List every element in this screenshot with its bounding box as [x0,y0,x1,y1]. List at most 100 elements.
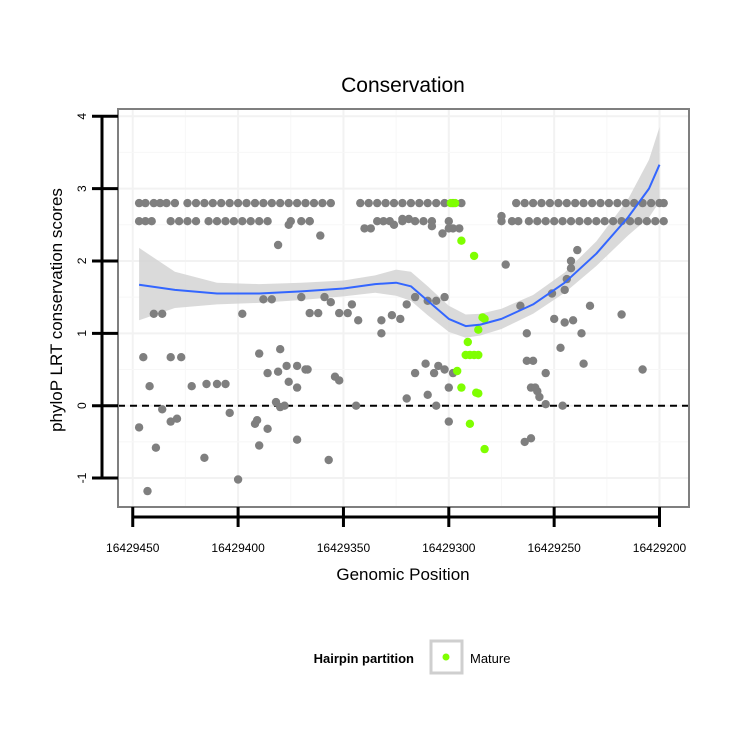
point-background-62 [191,217,201,226]
point-background-213 [585,301,595,310]
point-background-174 [438,229,447,238]
point-background-37 [512,198,521,208]
point-background-50 [621,198,630,208]
point-background-158 [233,475,243,484]
point-background-125 [276,345,285,354]
point-background-88 [566,217,576,226]
point-background-211 [579,359,588,368]
point-background-98 [651,217,660,226]
point-background-30 [406,198,416,208]
point-background-44 [571,198,580,208]
point-background-107 [202,379,211,389]
point-background-84 [533,217,542,226]
point-background-199 [558,401,567,410]
point-background-90 [583,217,593,226]
point-background-202 [550,314,559,324]
point-background-6 [183,198,192,208]
point-background-69 [255,217,264,226]
point-background-82 [514,217,523,226]
point-background-77 [410,217,420,226]
y-axis: -1 0 1 2 3 4 [75,113,118,483]
point-background-86 [550,217,559,226]
point-background-109 [221,379,230,389]
point-background-216 [526,434,536,443]
point-background-96 [634,217,643,226]
point-background-63 [204,217,213,226]
point-background-121 [267,295,276,304]
point-background-170 [398,214,407,224]
x-tick-label-3: 16429300 [422,541,476,555]
point-background-124 [284,220,293,229]
point-background-159 [335,376,344,385]
point-background-72 [297,217,306,226]
y-tick-label-3: 2 [75,257,89,264]
point-background-183 [440,365,449,374]
point-background-144 [335,308,344,318]
point-mature-3 [469,251,479,261]
point-background-70 [263,217,272,226]
point-background-160 [301,365,310,374]
point-background-65 [221,217,230,226]
point-background-47 [596,198,605,208]
point-background-18 [284,198,293,208]
point-background-149 [366,224,375,233]
point-background-179 [410,368,420,378]
point-background-38 [520,198,529,208]
point-mature-16 [465,419,475,428]
point-background-117 [225,408,234,418]
point-background-123 [273,240,283,250]
point-background-114 [151,443,161,452]
point-background-130 [292,383,302,392]
point-background-193 [522,356,531,365]
point-background-74 [373,217,382,226]
point-background-106 [187,382,196,391]
point-background-14 [250,198,260,208]
point-background-2 [149,198,158,208]
y-tick-label-4: 3 [75,185,89,192]
point-background-10 [217,198,226,208]
y-tick-label-0: -1 [75,472,89,483]
point-background-23 [326,198,335,208]
point-background-24 [356,198,365,208]
point-background-66 [229,217,239,226]
point-background-68 [246,217,255,226]
point-background-157 [324,455,333,465]
point-background-172 [419,217,428,226]
point-background-118 [238,309,247,318]
point-background-115 [143,486,152,496]
point-background-148 [360,224,369,233]
point-background-135 [263,424,272,433]
point-mature-15 [474,389,483,398]
x-tick-label-2: 16429350 [317,541,371,555]
point-background-87 [558,217,567,226]
point-background-56 [134,217,144,226]
point-background-26 [373,198,382,208]
point-background-53 [646,198,656,208]
point-background-32 [423,198,432,208]
y-tick-label-1: 0 [75,402,89,409]
smooth-trend-line [138,164,661,328]
point-background-92 [600,217,609,226]
plot-area [117,108,690,508]
point-background-165 [402,300,411,309]
point-background-177 [455,224,464,233]
point-background-146 [347,300,357,309]
point-background-103 [166,353,175,362]
point-background-91 [592,217,601,226]
point-background-208 [573,245,582,255]
point-background-206 [566,256,576,266]
point-background-25 [364,198,373,208]
point-background-104 [177,353,186,362]
legend-key-mature [442,653,450,661]
x-axis-title: Genomic Position [336,565,469,584]
point-background-142 [320,292,329,302]
point-background-201 [547,289,557,298]
point-background-15 [259,198,268,208]
point-mature-12 [453,366,462,376]
point-background-120 [259,295,268,304]
point-background-162 [377,329,386,338]
point-background-141 [314,308,323,318]
x-tick-label-5: 16429200 [633,541,687,555]
point-mature-5 [480,314,489,324]
